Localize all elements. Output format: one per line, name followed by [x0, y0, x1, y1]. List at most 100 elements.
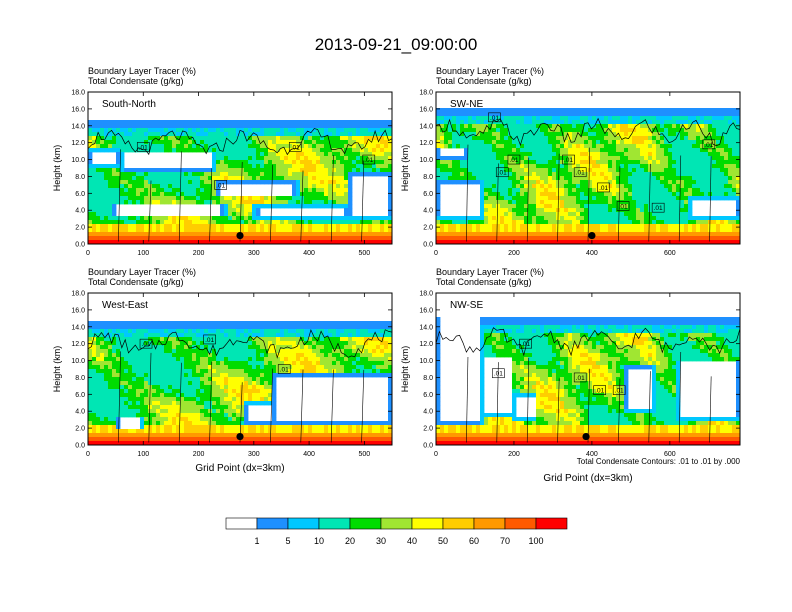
field-cell [728, 160, 733, 165]
field-cell [676, 228, 681, 233]
field-cell [236, 208, 241, 213]
field-cell [672, 148, 677, 153]
field-cell [488, 240, 493, 245]
field-cell [328, 128, 333, 133]
field-cell [596, 120, 601, 125]
field-cell [360, 144, 365, 149]
field-cell [640, 176, 645, 181]
field-cell [496, 228, 501, 233]
field-cell [556, 160, 561, 165]
field-cell [336, 236, 341, 241]
field-cell [448, 128, 453, 133]
field-cell [604, 160, 609, 165]
field-cell [316, 160, 321, 165]
field-cell [288, 176, 293, 181]
field-cell [200, 168, 205, 173]
field-cell [544, 228, 549, 233]
field-cell [292, 325, 297, 330]
field-cell [688, 216, 693, 221]
field-cell [608, 212, 613, 217]
field-cell [236, 176, 241, 181]
field-cell [112, 192, 117, 197]
field-cell [144, 120, 149, 125]
field-cell [308, 172, 313, 177]
field-cell [716, 156, 721, 161]
field-cell [256, 333, 261, 338]
field-cell [136, 172, 141, 177]
field-cell [624, 164, 629, 169]
field-cell [688, 156, 693, 161]
field-cell [568, 240, 573, 245]
field-cell [492, 176, 497, 181]
field-cell [672, 132, 677, 137]
field-cell [684, 172, 689, 177]
field-cell [212, 240, 217, 245]
field-cell [436, 192, 441, 197]
field-cell [156, 144, 161, 149]
field-cell [480, 168, 485, 173]
field-cell [576, 144, 581, 149]
field-cell [552, 128, 557, 133]
field-cell [436, 220, 441, 225]
field-cell [212, 140, 217, 145]
field-cell [272, 232, 277, 237]
field-cell [576, 224, 581, 229]
field-cell [320, 176, 325, 181]
field-cell [200, 216, 205, 221]
field-cell [312, 196, 317, 201]
field-cell [364, 168, 369, 173]
field-cell [196, 168, 201, 173]
field-cell [276, 160, 281, 165]
field-cell [276, 132, 281, 137]
field-cell [628, 172, 633, 177]
field-cell [692, 128, 697, 133]
field-cell [192, 148, 197, 153]
field-cell [212, 168, 217, 173]
field-cell [276, 220, 281, 225]
field-cell [176, 200, 181, 205]
field-cell [328, 240, 333, 245]
field-cell [200, 200, 205, 205]
field-cell [736, 128, 741, 133]
field-cell [304, 156, 309, 161]
field-cell [204, 216, 209, 221]
field-cell [512, 216, 517, 221]
field-cell [668, 132, 673, 137]
field-cell [528, 204, 533, 209]
field-cell [664, 200, 669, 205]
field-cell [88, 341, 93, 346]
field-cell [532, 240, 537, 245]
field-cell [256, 160, 261, 165]
field-cell [308, 200, 313, 205]
field-cell [168, 228, 173, 233]
field-cell [520, 232, 525, 237]
field-cell [216, 128, 221, 133]
field-cell [676, 204, 681, 209]
field-cell [168, 196, 173, 201]
field-cell [160, 220, 165, 225]
field-cell [268, 144, 273, 149]
field-cell [468, 144, 473, 149]
contour-label-box [562, 154, 575, 165]
field-cell [720, 140, 725, 145]
field-cell [160, 236, 165, 241]
field-cell [712, 168, 717, 173]
field-cell [680, 168, 685, 173]
field-cell [116, 148, 121, 153]
field-cell [528, 180, 533, 185]
condensate-contour [239, 162, 243, 242]
field-cell [464, 160, 469, 165]
field-cell [524, 112, 529, 117]
field-cell [200, 333, 205, 338]
field-cell [504, 148, 509, 153]
field-cell [628, 148, 633, 153]
field-cell [280, 224, 285, 229]
field-cell [588, 160, 593, 165]
field-cell [252, 132, 257, 137]
field-cell [164, 168, 169, 173]
field-cell [480, 176, 485, 181]
field-cell [300, 120, 305, 125]
field-cell [484, 212, 489, 217]
field-cell [188, 132, 193, 137]
field-cell [380, 224, 385, 229]
